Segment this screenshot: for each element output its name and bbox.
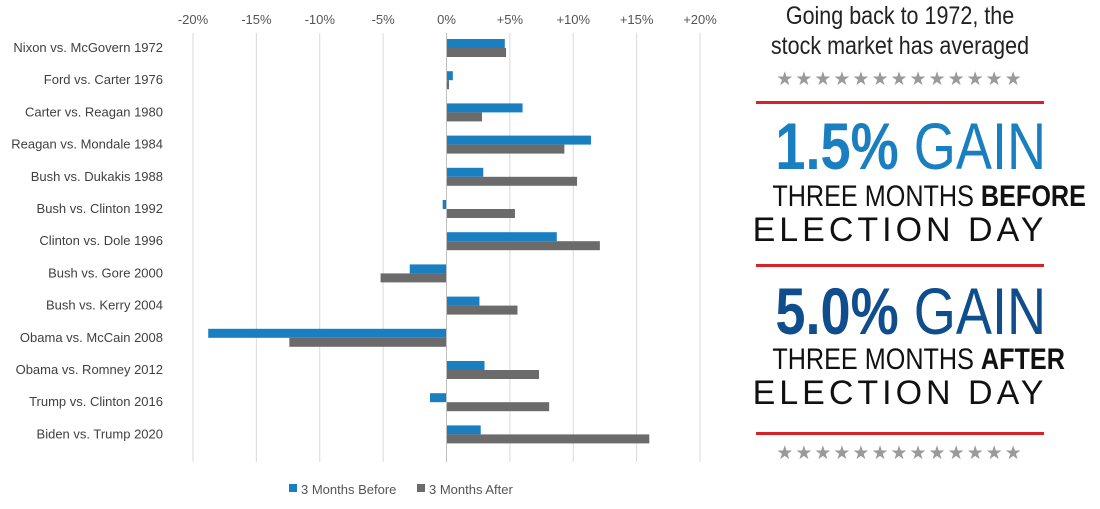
bar-after <box>446 370 540 379</box>
category-label: Bush vs. Kerry 2004 <box>46 298 163 313</box>
category-labels: Nixon vs. McGovern 1972 Ford vs. Carter 1… <box>11 40 163 441</box>
after-line-1: THREE MONTHS AFTER <box>772 343 1065 377</box>
intro-line-2: stock market has averaged <box>770 32 1030 60</box>
category-label: Reagan vs. Mondale 1984 <box>11 137 163 152</box>
x-tick-label: -5% <box>372 12 396 27</box>
bar-after <box>446 176 578 186</box>
category-label: Ford vs. Carter 1976 <box>44 72 163 87</box>
bar-after <box>446 402 550 412</box>
bar-before <box>446 103 523 113</box>
category-label: Clinton vs. Dole 1996 <box>39 233 163 248</box>
bar-after <box>446 241 600 251</box>
bar-before <box>442 200 447 209</box>
x-tick-label: -20% <box>178 12 209 27</box>
red-rule-3 <box>756 432 1044 435</box>
category-label: Bush vs. Clinton 1992 <box>37 201 163 216</box>
x-tick-label: -15% <box>241 12 272 27</box>
x-tick-label: +5% <box>497 12 524 27</box>
bar-after <box>446 434 650 444</box>
gain-after: 5.0% GAIN <box>775 274 1046 348</box>
gain-before-word: GAIN <box>913 109 1047 183</box>
bar-before <box>446 361 485 370</box>
x-tick-label: +20% <box>683 12 717 27</box>
before-line-1-bold: BEFORE <box>980 180 1086 213</box>
legend: 3 Months Before 3 Months After <box>289 482 513 497</box>
bar-after <box>446 305 518 315</box>
category-label: Biden vs. Trump 2020 <box>37 426 163 441</box>
bar-before <box>446 135 591 145</box>
bar-after <box>289 337 447 347</box>
before-line-2: ELECTION DAY <box>752 211 1048 249</box>
bar-before <box>446 296 480 306</box>
bar-before <box>409 264 447 274</box>
legend-swatch <box>417 484 425 492</box>
bar-after <box>446 209 515 218</box>
legend-label: 3 Months After <box>429 482 513 497</box>
category-label: Obama vs. Romney 2012 <box>16 362 163 377</box>
bar-after <box>380 273 447 283</box>
x-tick-label: 0% <box>437 12 456 27</box>
legend-swatch <box>289 484 297 492</box>
after-line-2: ELECTION DAY <box>752 374 1048 412</box>
x-axis-ticks: -20% -15% -10% -5% 0% +5% +10% +15% +20% <box>178 12 717 27</box>
red-rule-2 <box>756 264 1044 267</box>
gain-before-value: 1.5% <box>775 109 899 183</box>
gain-after-value: 5.0% <box>775 274 899 348</box>
election-stock-chart: -20% -15% -10% -5% 0% +5% +10% +15% +20% Nixon v… <box>11 12 717 497</box>
bar-after <box>446 112 482 122</box>
x-tick-label: +10% <box>556 12 590 27</box>
category-label: Nixon vs. McGovern 1972 <box>13 40 163 55</box>
before-line-1-text: THREE MONTHS <box>772 180 981 213</box>
summary-panel: Going back to 1972, the stock market has… <box>748 0 1086 509</box>
stars-row-top: ★★★★★★★★★★★★★ <box>776 68 1024 90</box>
bar-before <box>446 71 453 81</box>
x-tick-label: +15% <box>620 12 654 27</box>
stars-row-bottom: ★★★★★★★★★★★★★ <box>776 442 1024 464</box>
bar-before <box>208 328 447 338</box>
bar-before <box>446 39 505 48</box>
bar-after <box>446 48 507 57</box>
x-tick-label: -10% <box>305 12 336 27</box>
after-line-1-bold: AFTER <box>980 343 1065 376</box>
after-line-1-text: THREE MONTHS <box>772 343 981 376</box>
legend-label: 3 Months Before <box>301 482 396 497</box>
bar-before <box>446 167 484 177</box>
category-label: Bush vs. Dukakis 1988 <box>31 169 163 184</box>
bar-after <box>446 80 450 90</box>
bar-before <box>430 393 447 403</box>
category-label: Trump vs. Clinton 2016 <box>29 394 163 409</box>
red-rule-1 <box>756 101 1044 104</box>
gain-after-word: GAIN <box>913 274 1047 348</box>
category-label: Obama vs. McCain 2008 <box>20 330 163 345</box>
category-label: Bush vs. Gore 2000 <box>48 265 163 280</box>
before-line-1: THREE MONTHS BEFORE <box>772 180 1086 214</box>
bars <box>208 39 650 444</box>
category-label: Carter vs. Reagan 1980 <box>25 104 163 119</box>
bar-after <box>446 144 565 154</box>
bar-before <box>446 232 557 242</box>
gain-before: 1.5% GAIN <box>775 109 1046 183</box>
bar-before <box>446 425 481 435</box>
intro-line-1: Going back to 1972, the <box>785 2 1015 30</box>
